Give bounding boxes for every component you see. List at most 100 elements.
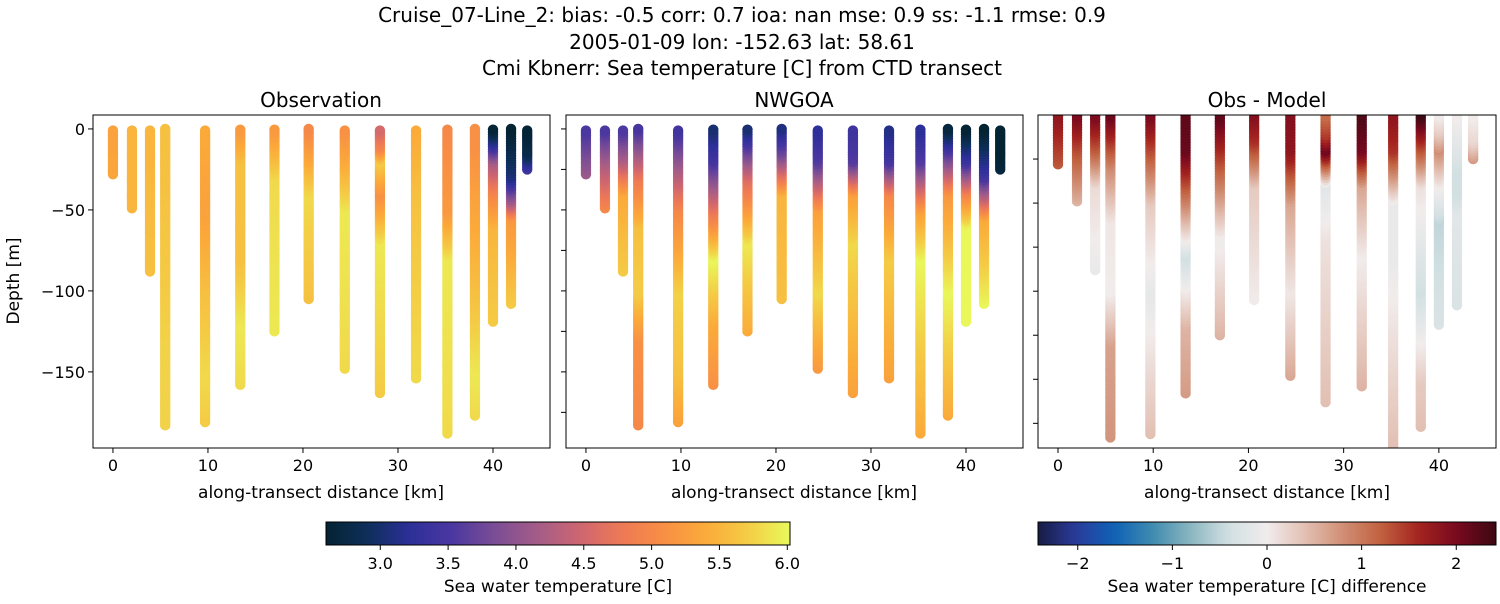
- colorbar-tick-label: 3.0: [368, 554, 393, 573]
- casts: [1052, 115, 1479, 448]
- colorbar-tick-label: 5.5: [707, 554, 732, 573]
- cast-profile: [1320, 115, 1331, 408]
- cast-profile: [1071, 115, 1083, 207]
- data-point: [487, 124, 499, 135]
- cast-profile: [339, 125, 350, 374]
- y-tick-label: −150: [41, 363, 85, 382]
- data-point: [915, 124, 926, 135]
- data-point: [1387, 115, 1399, 122]
- data-point: [617, 125, 629, 136]
- data-point: [1285, 115, 1296, 122]
- cast-profile: [1180, 115, 1191, 399]
- data-point: [994, 125, 1006, 136]
- colorbar-gradient: [1037, 521, 1497, 546]
- x-tick-label: 40: [483, 456, 503, 475]
- data-point: [776, 123, 787, 135]
- data-point: [742, 124, 753, 135]
- data-point: [199, 125, 211, 136]
- colorbar-tick-label: 6.0: [775, 554, 800, 573]
- cast-profile: [1285, 115, 1296, 381]
- cast-profile: [1467, 115, 1479, 165]
- data-point: [1089, 115, 1101, 122]
- cast-profile: [1415, 115, 1426, 433]
- cast-profile: [107, 125, 119, 180]
- data-point: [847, 125, 859, 136]
- cast-profile: [1214, 115, 1226, 341]
- cast-profile: [1145, 115, 1156, 440]
- cast-profile: [144, 125, 156, 277]
- data-point: [599, 125, 611, 136]
- x-tick-label: 40: [956, 456, 976, 475]
- cast-profile: [160, 123, 171, 431]
- data-point: [812, 125, 823, 136]
- data-point: [978, 123, 990, 135]
- nwgoa-panel: NWGOA along-transect distance [km] 0 10 20…: [561, 88, 1024, 503]
- colorbar-tick-label: −1: [1161, 554, 1185, 573]
- cast-profile: [1248, 115, 1260, 306]
- cast-profile: [617, 125, 629, 277]
- casts: [107, 123, 533, 439]
- cast-profile: [1052, 115, 1064, 170]
- obs-minus-model-panel: Obs - Model along-transect distance [km]…: [1033, 88, 1497, 503]
- cast-profile: [883, 125, 895, 384]
- cast-profile: [1089, 115, 1101, 276]
- title-line-3: Cmi Kbnerr: Sea temperature [C] from CTD…: [482, 56, 1002, 80]
- x-tick-label: 0: [1053, 456, 1063, 475]
- cast-profile: [126, 125, 138, 214]
- x-axis-label: along-transect distance [km]: [1144, 483, 1390, 503]
- data-point: [1180, 115, 1191, 122]
- x-axis-label: along-transect distance [km]: [671, 483, 917, 503]
- x-tick-label: 20: [766, 456, 786, 475]
- colorbar-tick-label: 4.5: [571, 554, 596, 573]
- title-line-2: 2005-01-09 lon: -152.63 lat: 58.61: [569, 30, 915, 54]
- cast-profile: [708, 124, 719, 391]
- cast-profile: [960, 124, 972, 327]
- y-tick-label: 0: [75, 120, 85, 139]
- cast-profile: [942, 123, 954, 421]
- y-axis-label: Depth [m]: [4, 237, 24, 324]
- title-line-1: Cruise_07-Line_2: bias: -0.5 corr: 0.7 i…: [378, 3, 1106, 27]
- cast-profile: [1387, 115, 1399, 448]
- data-point: [883, 125, 895, 136]
- observation-panel: Observation along-transect distance [km]…: [4, 88, 551, 503]
- data-point: [672, 125, 684, 136]
- colorbar-gradient: [325, 521, 791, 546]
- cast-profile: [235, 124, 246, 391]
- data-point: [633, 123, 644, 135]
- cast-profile: [1451, 115, 1463, 311]
- cast-profile: [521, 125, 533, 175]
- data-point: [960, 124, 972, 135]
- data-point: [1433, 115, 1445, 122]
- data-point: [144, 125, 156, 136]
- data-point: [469, 123, 481, 135]
- y-tick-label: −100: [41, 282, 85, 301]
- data-point: [1105, 115, 1116, 121]
- data-point: [1248, 115, 1260, 121]
- cast-profile: [599, 125, 611, 214]
- x-tick-label: 40: [1429, 456, 1449, 475]
- x-axis-label: along-transect distance [km]: [198, 483, 444, 503]
- axes-frame: [92, 114, 551, 449]
- panel-title: NWGOA: [754, 88, 834, 112]
- data-point: [1451, 115, 1463, 121]
- panel-title: Observation: [260, 88, 382, 112]
- data-point: [1356, 115, 1367, 122]
- colorbar-tick-label: 1: [1357, 554, 1367, 573]
- data-point: [1052, 115, 1064, 122]
- colorbar-tick-label: −2: [1066, 554, 1090, 573]
- cast-profile: [199, 125, 211, 428]
- x-tick-label: 10: [1143, 456, 1163, 475]
- data-point: [521, 125, 533, 136]
- axes-frame: [1037, 114, 1497, 449]
- cast-profile: [269, 124, 280, 337]
- x-tick-label: 30: [1333, 456, 1353, 475]
- cast-profile: [487, 124, 499, 327]
- cast-profile: [580, 125, 592, 180]
- data-point: [942, 123, 954, 135]
- data-point: [1145, 115, 1156, 122]
- cast-profile: [442, 124, 453, 439]
- data-point: [339, 125, 350, 136]
- casts: [580, 123, 1006, 439]
- data-point: [303, 123, 314, 135]
- cast-profile: [1356, 115, 1367, 392]
